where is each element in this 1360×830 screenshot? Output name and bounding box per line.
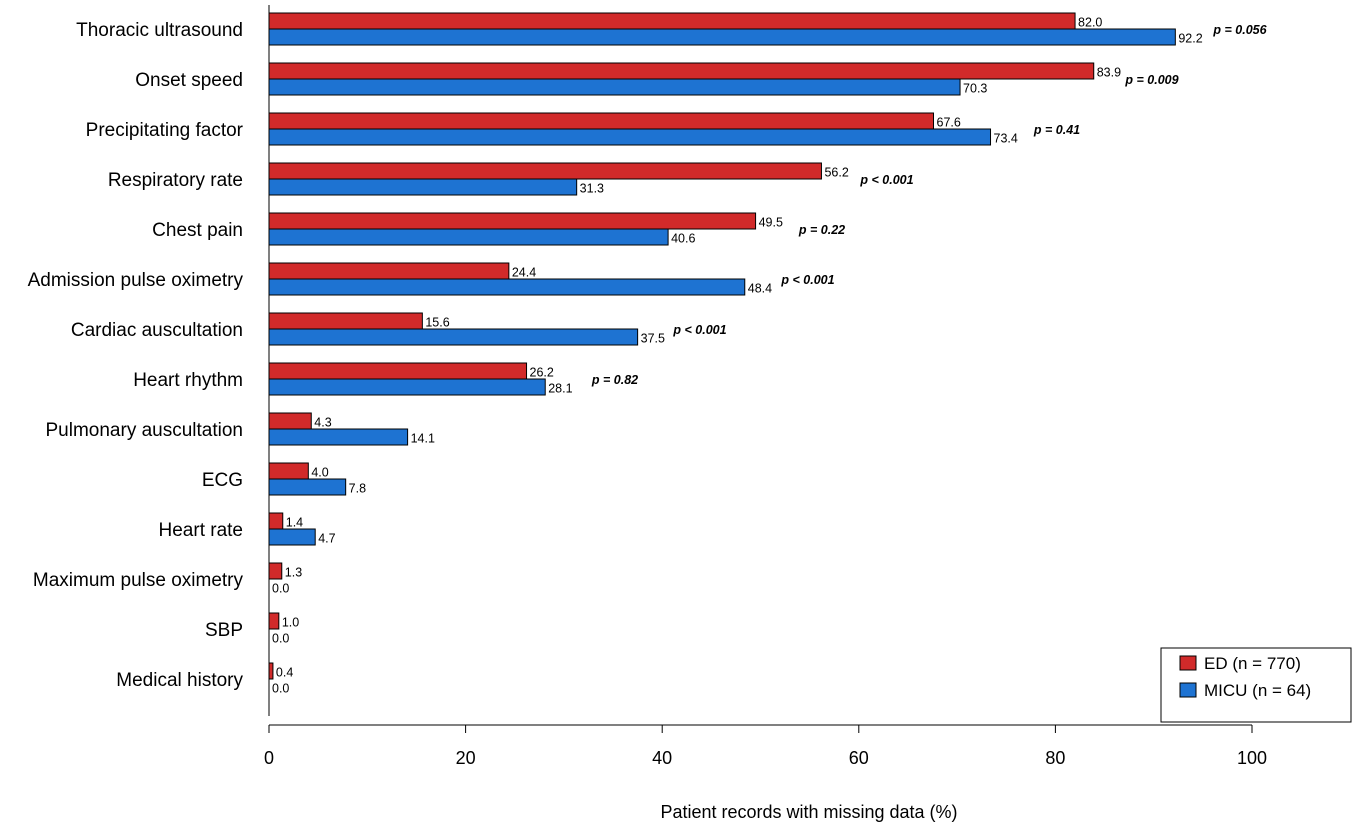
data-label: 82.0 — [1078, 16, 1102, 30]
bar-micu — [268, 528, 316, 546]
p-value-annotation: p = 0.056 — [1212, 23, 1267, 37]
category-label: Admission pulse oximetry — [28, 270, 244, 291]
data-label: 0.0 — [272, 682, 289, 696]
p-value-annotation: p < 0.001 — [672, 323, 726, 337]
data-label: 83.9 — [1097, 66, 1121, 80]
category-label: Heart rhythm — [133, 370, 243, 391]
bar-micu — [268, 128, 992, 146]
bar-micu — [268, 328, 639, 346]
legend-swatch — [1179, 682, 1197, 698]
data-label: 24.4 — [512, 266, 536, 280]
bar-ed — [268, 462, 309, 480]
legend-label: MICU (n = 64) — [1204, 681, 1311, 700]
bar-ed — [268, 112, 935, 130]
bar-micu — [268, 278, 746, 296]
data-label: 4.0 — [311, 466, 328, 480]
data-label: 15.6 — [425, 316, 449, 330]
data-label: 37.5 — [641, 332, 665, 346]
category-label: Pulmonary auscultation — [46, 420, 244, 441]
data-label: 4.3 — [314, 416, 331, 430]
category-label: Heart rate — [159, 520, 243, 541]
data-label: 4.7 — [318, 532, 335, 546]
p-value-annotation: p = 0.82 — [591, 373, 638, 387]
data-label: 26.2 — [530, 366, 554, 380]
bar-ed — [268, 162, 822, 180]
data-label: 0.0 — [272, 632, 289, 646]
x-axis-title: Patient records with missing data (%) — [660, 802, 957, 822]
p-value-annotation: p = 0.009 — [1124, 73, 1178, 87]
category-label: Medical history — [116, 670, 243, 691]
category-label: Onset speed — [135, 70, 243, 91]
data-label: 92.2 — [1178, 32, 1202, 46]
bar-micu — [268, 78, 961, 96]
bar-ed — [268, 362, 528, 380]
category-label: Respiratory rate — [108, 170, 243, 191]
data-label: 31.3 — [580, 182, 604, 196]
category-label: Thoracic ultrasound — [76, 20, 243, 41]
bar-ed — [268, 262, 510, 280]
bar-ed — [268, 12, 1076, 30]
category-label: Cardiac auscultation — [71, 320, 243, 341]
bar-micu — [268, 428, 409, 446]
category-label: ECG — [202, 470, 243, 491]
data-label: 73.4 — [994, 132, 1018, 146]
data-label: 1.4 — [286, 516, 303, 530]
category-label: SBP — [205, 620, 243, 641]
bar-micu — [268, 378, 546, 396]
x-tick-label: 20 — [456, 748, 476, 768]
data-label: 28.1 — [548, 382, 572, 396]
data-label: 70.3 — [963, 82, 987, 96]
x-tick-label: 0 — [264, 748, 274, 768]
data-label: 48.4 — [748, 282, 772, 296]
x-tick-label: 80 — [1045, 748, 1065, 768]
x-tick-label: 100 — [1237, 748, 1267, 768]
x-tick-label: 40 — [652, 748, 672, 768]
data-label: 1.3 — [285, 566, 302, 580]
p-value-annotation: p = 0.22 — [798, 223, 845, 237]
bar-ed — [268, 412, 312, 430]
bar-ed — [268, 662, 274, 680]
data-label: 0.4 — [276, 666, 293, 680]
bar-micu — [268, 228, 669, 246]
bar-ed — [268, 612, 280, 630]
x-tick-label: 60 — [849, 748, 869, 768]
p-value-annotation: p < 0.001 — [859, 173, 913, 187]
legend-label: ED (n = 770) — [1204, 654, 1301, 673]
data-label: 40.6 — [671, 232, 695, 246]
bar-micu — [268, 28, 1176, 46]
category-label: Maximum pulse oximetry — [33, 570, 244, 591]
bar-ed — [268, 62, 1095, 80]
bar-ed — [268, 512, 284, 530]
category-label: Chest pain — [152, 220, 243, 241]
data-label: 7.8 — [349, 482, 366, 496]
data-label: 67.6 — [937, 116, 961, 130]
p-value-annotation: p < 0.001 — [780, 273, 834, 287]
data-label: 0.0 — [272, 582, 289, 596]
bar-micu — [268, 178, 578, 196]
data-label: 56.2 — [824, 166, 848, 180]
bar-ed — [268, 312, 423, 330]
data-label: 1.0 — [282, 616, 299, 630]
category-label: Precipitating factor — [86, 120, 244, 141]
data-label: 14.1 — [411, 432, 435, 446]
p-value-annotation: p = 0.41 — [1033, 123, 1080, 137]
data-label: 49.5 — [759, 216, 783, 230]
bar-micu — [268, 478, 347, 496]
bar-ed — [268, 212, 757, 230]
legend-swatch — [1179, 655, 1197, 671]
bar-ed — [268, 562, 283, 580]
